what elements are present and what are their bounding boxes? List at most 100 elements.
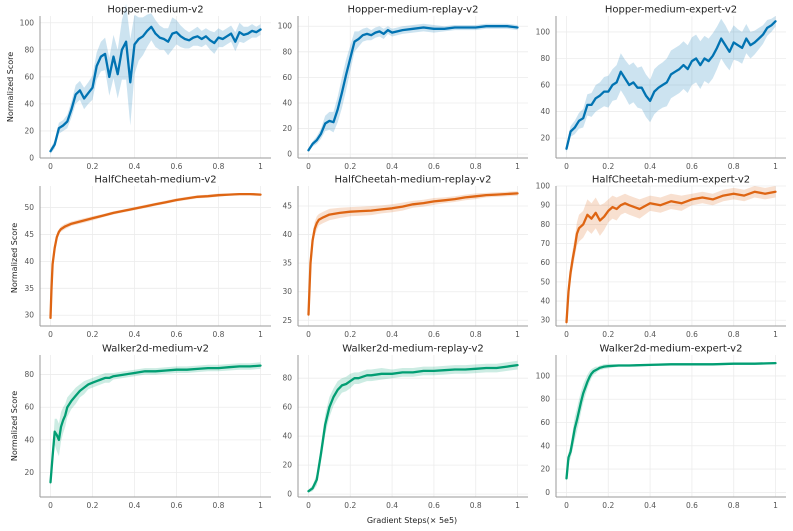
x-tick-label: 0.8 (470, 162, 482, 171)
y-tick-label: 20 (282, 124, 292, 133)
y-tick-label: 20 (540, 465, 550, 474)
x-axis-label: Gradient Steps(× 5e5) (367, 516, 457, 525)
y-tick-label: 30 (24, 311, 34, 320)
x-tick-label: 0.6 (428, 330, 440, 339)
y-tick-label: 20 (24, 126, 34, 135)
y-tick-label: 20 (540, 134, 550, 143)
panel-7: 0 0.2 0.4 0.6 0.8 1 20 40 60 80 Walker2d-medium-v2 (24, 344, 271, 510)
panel-title: Hopper-medium-expert-v2 (605, 5, 737, 16)
x-tick-label: 0 (306, 501, 311, 510)
y-tick-label: 100 (536, 371, 551, 380)
x-tick-label: 0.2 (602, 330, 614, 339)
x-tick-label: 0.4 (644, 501, 656, 510)
panel-title: Hopper-medium-replay-v2 (348, 5, 479, 16)
y-axis-label-row1: Normalized Score (6, 52, 15, 122)
x-tick-label: 0.6 (428, 162, 440, 171)
y-tick-label: 60 (540, 418, 550, 427)
x-tick-label: 0.4 (386, 501, 398, 510)
x-tick-label: 0.4 (386, 330, 398, 339)
y-tick-label: 100 (20, 18, 35, 27)
y-tick-label: 40 (540, 441, 550, 450)
x-tick-label: 0.4 (129, 162, 141, 171)
x-tick-label: 0 (564, 162, 569, 171)
x-tick-label: 0.2 (87, 501, 99, 510)
panel-title: Walker2d-medium-expert-v2 (600, 344, 743, 355)
y-tick-label: 45 (282, 202, 292, 211)
series-confidence-band (50, 3, 261, 154)
y-tick-label: 40 (282, 432, 292, 441)
panel-4: 0 0.2 0.4 0.6 0.8 1 30 35 40 45 50 HalfCheetah-medi… (24, 175, 271, 339)
x-tick-label: 0 (48, 501, 53, 510)
series-line (565, 20, 777, 150)
y-tick-label: 45 (24, 230, 34, 239)
x-tick-label: 0 (564, 330, 569, 339)
y-tick-label: 60 (24, 72, 34, 81)
y-tick-label: 0 (29, 154, 34, 163)
x-tick-label: 0.4 (129, 330, 141, 339)
y-tick-label: 100 (536, 182, 551, 191)
panel-title: HalfCheetah-medium-v2 (94, 175, 216, 186)
series-line (307, 363, 519, 493)
series-line (49, 25, 262, 153)
panel-2: 0 0.2 0.4 0.6 0.8 1 0 20 40 60 80 100 Hopper-medium-… (278, 5, 528, 171)
y-tick-label: 35 (282, 259, 292, 268)
x-tick-label: 0.6 (686, 162, 698, 171)
y-tick-label: 80 (540, 54, 550, 63)
panel-title: Walker2d-medium-replay-v2 (342, 344, 484, 355)
x-tick-label: 1 (773, 330, 778, 339)
x-tick-label: 1 (773, 162, 778, 171)
x-tick-label: 0.8 (470, 330, 482, 339)
x-tick-label: 0.6 (428, 501, 440, 510)
y-tick-label: 0 (287, 150, 292, 159)
x-tick-label: 0.8 (728, 330, 740, 339)
x-tick-label: 0.6 (171, 330, 183, 339)
y-tick-label: 80 (540, 220, 550, 229)
x-tick-label: 0.2 (344, 330, 356, 339)
x-tick-label: 1 (515, 162, 520, 171)
panel-9: 0 0.2 0.4 0.6 0.8 1 0 20 40 60 80 100 Walker2d-mediu… (536, 344, 786, 510)
series-line (565, 361, 777, 480)
x-tick-label: 0 (306, 330, 311, 339)
panel-title: Walker2d-medium-v2 (102, 344, 209, 355)
series-line (49, 192, 262, 320)
panels: 0 0.2 0.4 0.6 0.8 1020406080100Hopper-medium-… (20, 3, 786, 510)
y-tick-label: 60 (282, 73, 292, 82)
x-tick-label: 0.6 (686, 330, 698, 339)
series-confidence-band (566, 186, 776, 325)
y-tick-label: 60 (24, 403, 34, 412)
y-tick-label: 50 (540, 277, 550, 286)
y-tick-label: 20 (282, 461, 292, 470)
x-tick-label: 0.2 (87, 330, 99, 339)
x-tick-label: 0.8 (213, 162, 225, 171)
panel-title: HalfCheetah-medium-expert-v2 (592, 175, 750, 186)
y-tick-label: 80 (282, 374, 292, 383)
y-tick-label: 80 (24, 370, 34, 379)
y-tick-label: 0 (287, 490, 292, 499)
y-tick-label: 60 (282, 403, 292, 412)
y-tick-label: 30 (540, 316, 550, 325)
panel-6: 0 0.2 0.4 0.6 0.8 1 30 40 50 60 70 80 90 100 HalfCheet… (536, 175, 786, 339)
x-tick-label: 0.2 (344, 501, 356, 510)
y-tick-label: 80 (540, 395, 550, 404)
x-tick-label: 0.8 (470, 501, 482, 510)
x-tick-label: 0.8 (213, 330, 225, 339)
series-confidence-band (566, 362, 776, 481)
x-tick-label: 0.8 (728, 501, 740, 510)
x-tick-label: 0 (564, 501, 569, 510)
y-tick-label: 70 (540, 239, 550, 248)
series-confidence-band (308, 191, 518, 318)
series-confidence-band (50, 193, 261, 320)
x-tick-label: 0.4 (644, 330, 656, 339)
y-tick-label: 30 (282, 287, 292, 296)
series-line (307, 25, 519, 152)
x-tick-label: 0.4 (644, 162, 656, 171)
series-line (49, 364, 262, 484)
x-tick-label: 1 (773, 501, 778, 510)
x-tick-label: 0.4 (386, 162, 398, 171)
panel-title: Hopper-medium-v2 (107, 5, 203, 16)
x-tick-label: 0.2 (602, 162, 614, 171)
series-confidence-band (308, 360, 518, 493)
y-tick-label: 35 (24, 284, 34, 293)
y-tick-label: 40 (540, 107, 550, 116)
